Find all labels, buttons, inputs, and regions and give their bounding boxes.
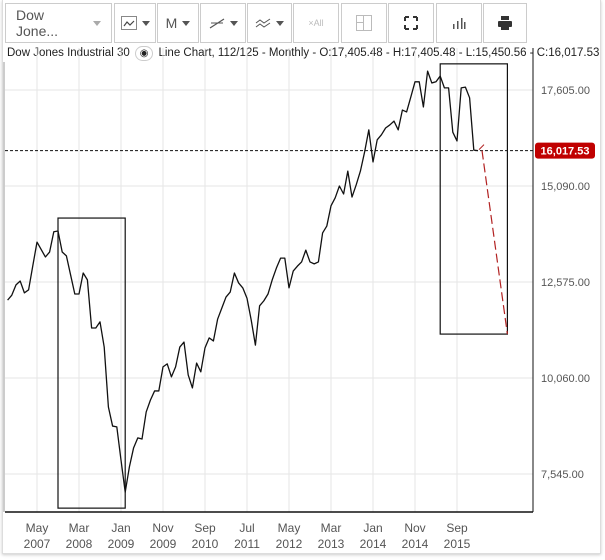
chevron-down-icon [229, 20, 238, 26]
indicators-button[interactable] [247, 3, 292, 43]
line-chart-icon [120, 16, 137, 30]
indicators-icon [255, 18, 271, 28]
chevron-down-icon [141, 20, 150, 26]
drawing-tools-button[interactable] [200, 3, 246, 43]
crosshair-icon [356, 15, 372, 31]
print-button[interactable] [483, 3, 527, 43]
fullscreen-button[interactable] [388, 3, 434, 43]
symbol-select[interactable]: Dow Jone... [5, 3, 112, 43]
chart-type-button[interactable] [114, 3, 156, 43]
instrument-name: Dow Jones Industrial 30 [7, 47, 130, 59]
eye-icon[interactable]: ◉ [134, 45, 154, 61]
period-select-value: M [165, 15, 178, 31]
clear-all-label: ×All [308, 18, 324, 28]
chevron-down-icon [182, 20, 191, 26]
chart-details: Line Chart, 112/125 - Monthly - O:17,405… [158, 47, 600, 59]
chevron-down-icon [276, 20, 284, 26]
volume-button[interactable] [436, 3, 482, 43]
trendline-icon [209, 18, 224, 29]
chevron-down-icon [93, 20, 101, 26]
clear-all-button[interactable]: ×All [293, 3, 339, 43]
crosshair-button[interactable] [341, 3, 387, 43]
printer-icon [498, 16, 512, 30]
bar-chart-icon [453, 18, 466, 29]
expand-icon [404, 16, 418, 30]
period-select[interactable]: M [157, 3, 199, 43]
symbol-select-value: Dow Jone... [16, 7, 59, 39]
chart-info-line: Dow Jones Industrial 30 ◉ Line Chart, 11… [7, 45, 599, 61]
chart-frame [2, 0, 601, 554]
